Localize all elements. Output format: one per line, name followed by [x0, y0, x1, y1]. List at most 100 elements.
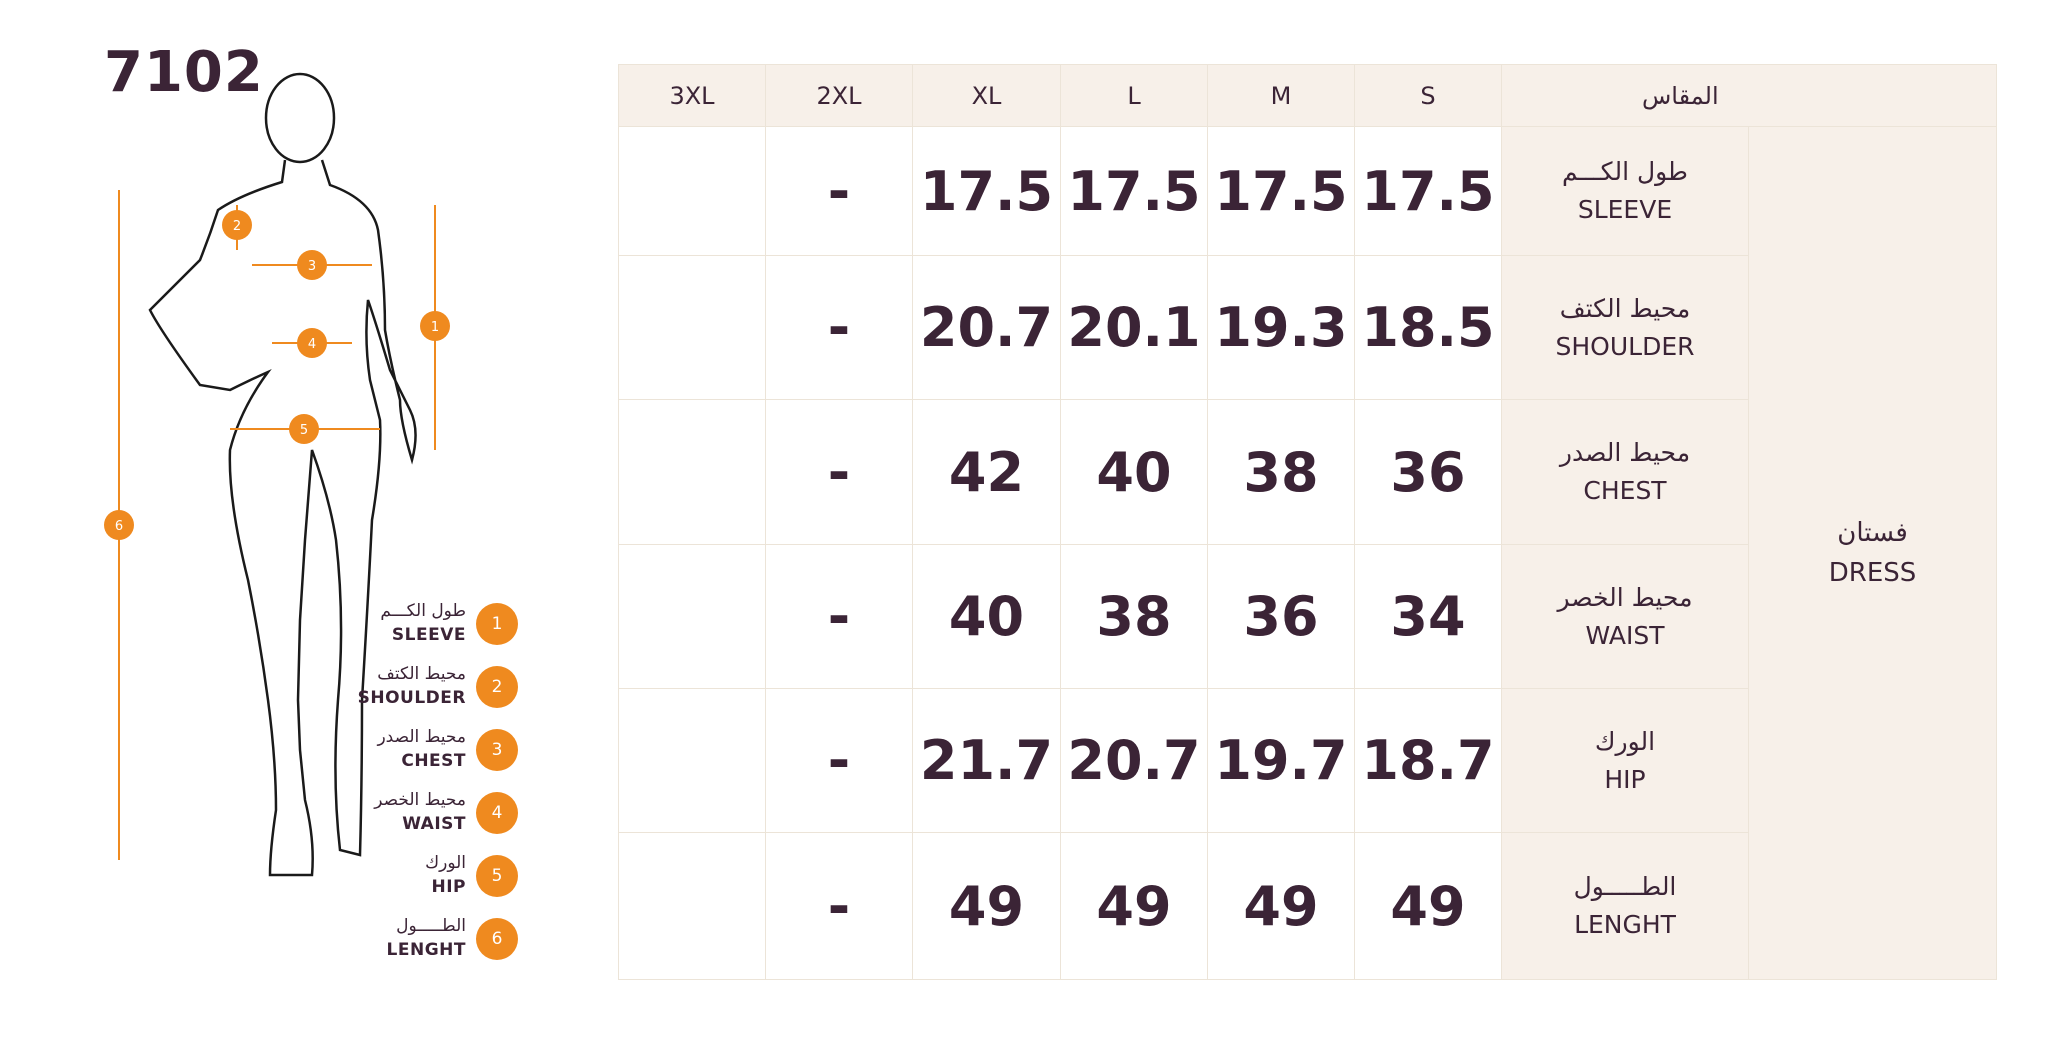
cell-sleeve-3xl	[618, 126, 766, 256]
legend-item-length: الطـــــول LENGHT 6	[330, 912, 530, 968]
cell-shoulder-2xl: -	[765, 255, 913, 400]
cell-chest-s: 36	[1354, 399, 1502, 545]
header-size: المقاس	[1500, 64, 1998, 127]
legend-en: LENGHT	[386, 940, 466, 960]
legend-en: SHOULDER	[357, 688, 466, 708]
category-cell: فستان DRESS	[1747, 126, 1998, 980]
row-label-hip: الورك HIP	[1501, 688, 1749, 833]
row-label-length: الطـــــول LENGHT	[1501, 832, 1749, 980]
cell-length-xl: 49	[912, 832, 1061, 980]
row-label-en: CHEST	[1583, 476, 1667, 505]
cell-chest-3xl	[618, 399, 766, 545]
cell-length-2xl: -	[765, 832, 913, 980]
legend-ar: محيط الخصر	[374, 790, 466, 810]
svg-text:4: 4	[308, 337, 316, 352]
header-s: S	[1354, 64, 1502, 127]
row-label-ar: الطـــــول	[1573, 872, 1677, 901]
legend-en: SLEEVE	[391, 625, 466, 645]
legend-item-sleeve: طول الكـــم SLEEVE 1	[330, 597, 530, 653]
cell-sleeve-m: 17.5	[1207, 126, 1355, 256]
legend-number: 1	[476, 603, 518, 645]
row-label-en: SLEEVE	[1577, 195, 1673, 224]
table-row-chest: -42 40 38 36 محيط الصدر CHEST	[618, 399, 1997, 545]
row-label-sleeve: طول الكـــم SLEEVE	[1501, 126, 1749, 256]
legend-number: 4	[476, 792, 518, 834]
cell-shoulder-l: 20.1	[1060, 255, 1208, 400]
header-m: M	[1207, 64, 1355, 127]
svg-text:2: 2	[233, 219, 241, 234]
table-row-sleeve: -17.5 17.5 17.5 17.5 طول الكـــم SLEEVE فستان D…	[618, 126, 1998, 980]
header-l: L	[1060, 64, 1208, 127]
row-label-ar: الورك	[1594, 726, 1656, 756]
row-label-ar: محيط الخصر	[1557, 582, 1693, 612]
cell-sleeve-2xl: -	[765, 126, 913, 256]
category-ar: فستان	[1837, 518, 1908, 548]
cell-shoulder-m: 19.3	[1207, 255, 1355, 400]
legend-ar: محيط الكتف	[377, 664, 466, 684]
cell-length-3xl	[618, 832, 766, 980]
svg-text:6: 6	[115, 519, 123, 534]
header-xl: XL	[912, 64, 1061, 127]
row-label-ar: محيط الكتف	[1559, 293, 1691, 323]
legend-number: 5	[476, 855, 518, 897]
cell-waist-xl: 40	[912, 544, 1061, 689]
model-number: 7102	[104, 40, 264, 105]
legend-ar: الطـــــول	[396, 916, 466, 936]
legend-ar: محيط الصدر	[377, 727, 466, 747]
cell-hip-s: 18.7	[1354, 688, 1502, 833]
size-chart-table: 3XL 2XL XL L M S المقاس -17.5 17.5 17.5 17.…	[618, 64, 1998, 980]
header-2xl: 2XL	[765, 64, 913, 127]
marker-4	[297, 328, 327, 358]
cell-waist-m: 36	[1207, 544, 1355, 689]
cell-waist-l: 38	[1060, 544, 1208, 689]
cell-waist-2xl: -	[765, 544, 913, 689]
legend-ar: طول الكـــم	[380, 601, 466, 621]
legend-en: HIP	[431, 877, 466, 897]
marker-3	[297, 250, 327, 280]
row-label-chest: محيط الصدر CHEST	[1501, 399, 1749, 545]
cell-shoulder-3xl	[618, 255, 766, 400]
cell-chest-2xl: -	[765, 399, 913, 545]
cell-waist-s: 34	[1354, 544, 1502, 689]
row-label-ar: طول الكـــم	[1562, 157, 1688, 186]
row-label-en: HIP	[1604, 764, 1646, 794]
row-label-en: SHOULDER	[1555, 331, 1695, 361]
cell-shoulder-xl: 20.7	[912, 255, 1061, 400]
cell-chest-m: 38	[1207, 399, 1355, 545]
cell-hip-3xl	[618, 688, 766, 833]
header-row: 3XL 2XL XL L M S المقاس	[618, 64, 1998, 127]
cell-length-m: 49	[1207, 832, 1355, 980]
svg-text:5: 5	[300, 423, 308, 438]
header-3xl: 3XL	[618, 64, 766, 127]
marker-6	[104, 510, 134, 540]
cell-chest-l: 40	[1060, 399, 1208, 545]
cell-hip-xl: 21.7	[912, 688, 1061, 833]
cell-hip-m: 19.7	[1207, 688, 1355, 833]
table-row-length: -49 49 49 49 الطـــــول LENGHT	[618, 832, 1997, 980]
row-label-en: LENGHT	[1574, 910, 1676, 939]
row-label-en: WAIST	[1585, 620, 1665, 650]
cell-length-s: 49	[1354, 832, 1502, 980]
legend-item-waist: محيط الخصر WAIST 4	[330, 786, 530, 842]
legend-item-hip: الورك HIP 5	[330, 849, 530, 905]
svg-text:1: 1	[431, 320, 439, 335]
legend-number: 2	[476, 666, 518, 708]
figure-body	[148, 159, 417, 877]
legend-en: CHEST	[401, 751, 466, 771]
row-label-waist: محيط الخصر WAIST	[1501, 544, 1749, 689]
cell-sleeve-l: 17.5	[1060, 126, 1208, 256]
table-row-waist: -40 38 36 34 محيط الخصر WAIST	[618, 544, 1997, 689]
cell-hip-l: 20.7	[1060, 688, 1208, 833]
marker-1	[420, 311, 450, 341]
category-en: DRESS	[1828, 558, 1917, 588]
cell-shoulder-s: 18.5	[1354, 255, 1502, 400]
marker-5	[289, 414, 319, 444]
body-measurement-figure: 6 1 2 3 4 5	[104, 72, 450, 877]
legend-item-shoulder: محيط الكتف SHOULDER 2	[330, 660, 530, 716]
figure-head	[264, 72, 336, 164]
legend-number: 6	[476, 918, 518, 960]
legend-number: 3	[476, 729, 518, 771]
cell-waist-3xl	[618, 544, 766, 689]
legend-en: WAIST	[402, 814, 466, 834]
legend-ar: الورك	[425, 853, 466, 873]
